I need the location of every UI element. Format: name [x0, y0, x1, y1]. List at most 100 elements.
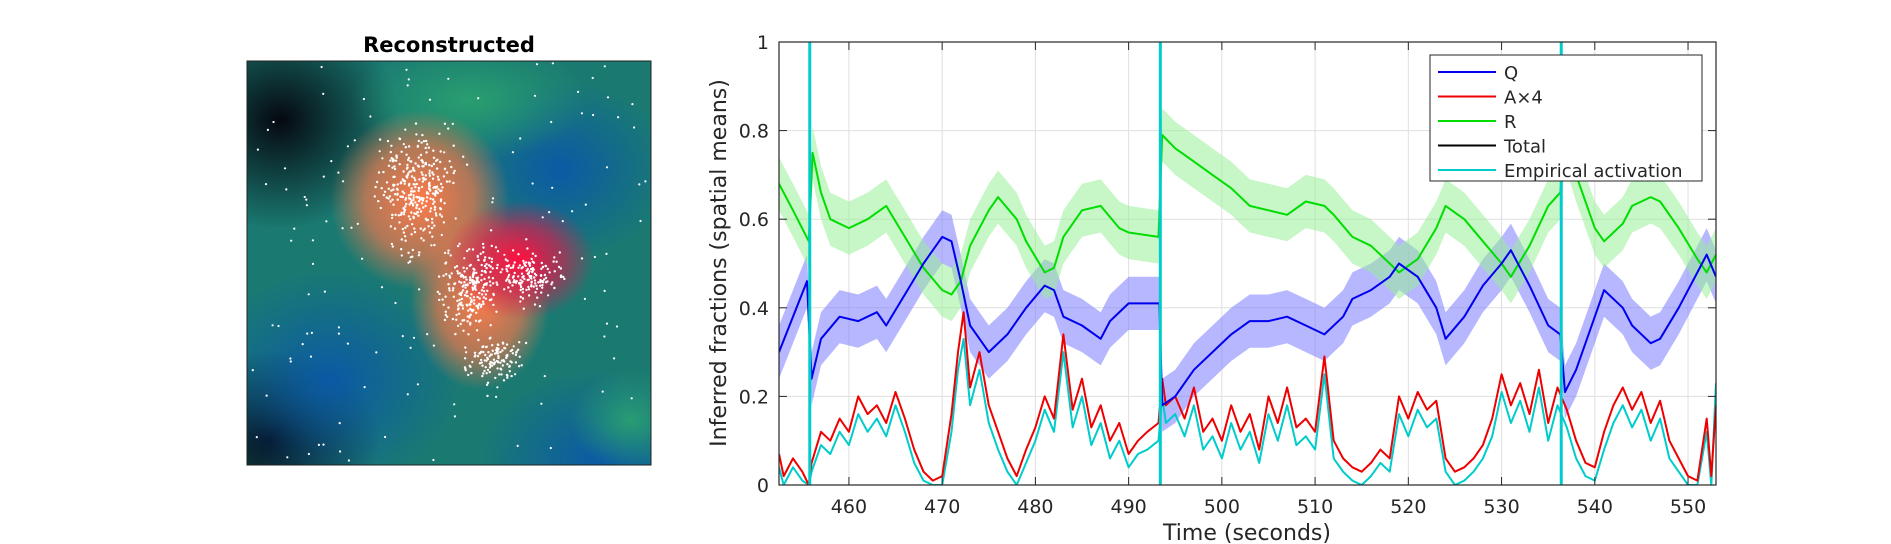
event-point — [544, 264, 547, 268]
event-point — [387, 197, 390, 200]
event-point — [419, 227, 422, 230]
event-point — [438, 213, 442, 216]
event-point — [558, 251, 561, 254]
event-point — [489, 364, 492, 367]
event-point — [406, 84, 409, 87]
event-point — [424, 174, 427, 177]
event-point — [412, 336, 416, 339]
event-point — [486, 381, 490, 384]
y-axis-label: Inferred fractions (spatial means) — [707, 79, 732, 447]
event-point — [428, 169, 431, 172]
event-point — [483, 259, 486, 262]
y-tick-label: 1 — [757, 32, 769, 54]
event-point — [512, 281, 515, 284]
event-point — [506, 278, 509, 281]
event-point — [465, 278, 468, 281]
event-point — [511, 284, 514, 287]
event-point — [481, 242, 485, 246]
event-point — [451, 317, 455, 321]
event-point — [311, 239, 314, 242]
event-point — [592, 113, 595, 117]
event-point — [531, 252, 535, 255]
event-point — [421, 180, 424, 183]
event-point — [398, 221, 401, 224]
event-point — [379, 206, 382, 210]
event-point — [471, 288, 475, 291]
event-point — [414, 162, 417, 165]
event-point — [417, 189, 420, 192]
heatmap-image — [247, 61, 651, 465]
event-point — [433, 192, 437, 195]
event-point — [485, 372, 488, 375]
event-point — [534, 291, 537, 294]
event-point — [530, 277, 533, 280]
event-point — [387, 164, 391, 167]
event-point — [393, 167, 397, 171]
event-point — [426, 143, 429, 146]
event-point — [550, 283, 553, 286]
event-point — [484, 282, 487, 286]
event-point — [377, 171, 381, 174]
event-point — [486, 289, 489, 292]
event-point — [389, 225, 393, 228]
event-point — [390, 189, 393, 192]
event-point — [551, 186, 554, 189]
event-point — [473, 268, 476, 271]
event-point — [474, 284, 477, 288]
event-point — [511, 352, 515, 355]
event-point — [400, 254, 403, 257]
event-point — [491, 344, 494, 347]
event-point — [385, 181, 389, 184]
event-point — [477, 304, 480, 307]
event-point — [530, 257, 533, 261]
event-point — [451, 122, 454, 125]
event-point — [418, 196, 421, 199]
event-point — [463, 270, 466, 273]
event-point — [501, 341, 505, 344]
event-point — [605, 166, 609, 169]
event-point — [520, 267, 523, 270]
event-point — [449, 254, 452, 257]
event-point — [480, 273, 483, 277]
event-point — [485, 383, 489, 386]
event-point — [422, 197, 425, 200]
event-point — [422, 239, 425, 242]
event-point — [532, 285, 535, 288]
event-point — [475, 280, 478, 283]
event-point — [444, 310, 447, 313]
event-point — [401, 195, 405, 199]
event-point — [310, 331, 313, 334]
event-point — [391, 245, 394, 248]
event-point — [455, 313, 458, 317]
x-tick-label: 460 — [831, 496, 867, 518]
event-point — [435, 185, 439, 188]
event-point — [453, 403, 456, 406]
event-point — [551, 62, 555, 65]
y-tick-label: 0.6 — [739, 209, 769, 231]
event-point — [416, 383, 419, 386]
event-point — [488, 256, 491, 260]
event-point — [472, 302, 476, 305]
event-point — [494, 246, 498, 249]
event-point — [447, 252, 450, 255]
event-point — [498, 373, 501, 376]
event-point — [401, 227, 405, 231]
event-point — [438, 298, 441, 302]
event-point — [517, 275, 520, 278]
x-tick-label: 470 — [924, 496, 960, 518]
event-point — [488, 370, 491, 374]
event-point — [548, 271, 551, 274]
event-point — [495, 395, 498, 398]
event-point — [444, 313, 447, 317]
event-point — [455, 318, 458, 321]
event-point — [559, 267, 563, 270]
event-point — [382, 193, 385, 197]
event-point — [544, 281, 548, 284]
event-point — [539, 274, 543, 277]
event-point — [511, 276, 515, 279]
event-point — [416, 210, 419, 214]
event-point — [461, 289, 465, 292]
event-point — [443, 167, 447, 170]
event-point — [325, 220, 328, 223]
event-point — [437, 188, 440, 191]
